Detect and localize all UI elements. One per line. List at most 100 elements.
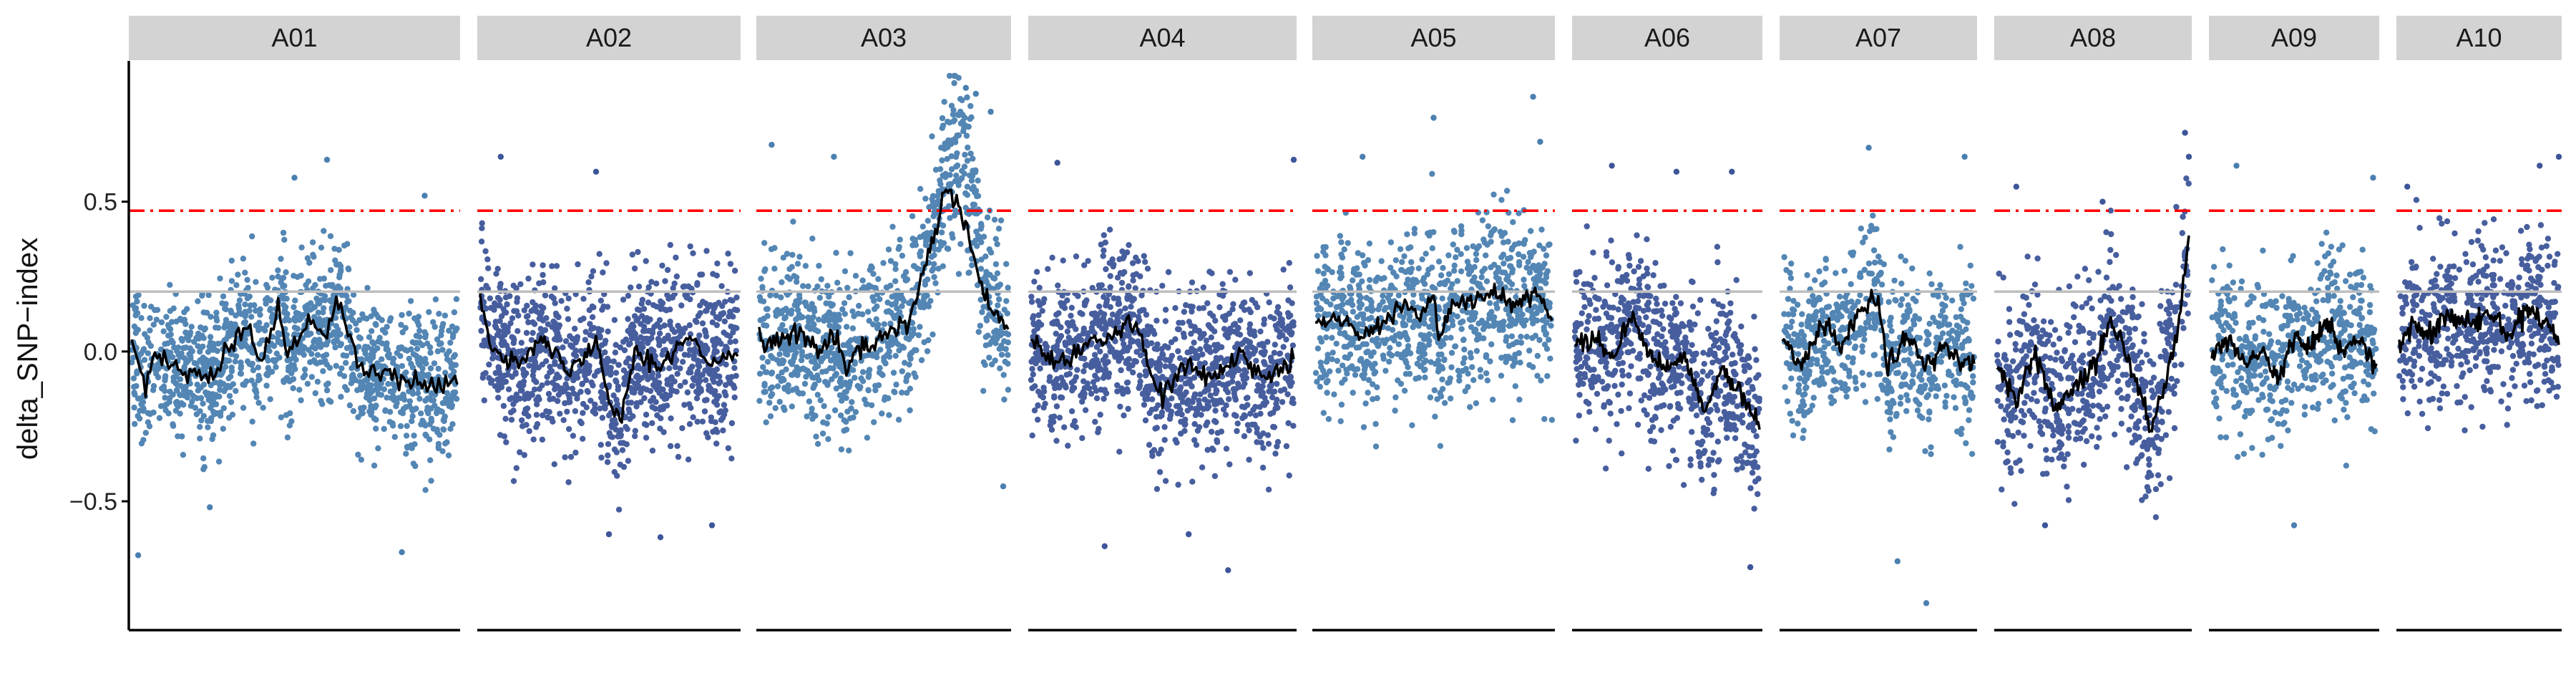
facet-strip <box>1994 16 2192 60</box>
scatter-point <box>291 175 298 181</box>
scatter-point <box>1961 153 1968 160</box>
scatter-point <box>1537 138 1543 145</box>
scatter-point-cloud <box>477 220 741 513</box>
scatter-point <box>497 153 504 160</box>
scatter-point-cloud <box>756 72 1012 454</box>
scatter-point <box>1530 94 1536 100</box>
facet-strip-label: A03 <box>861 23 907 52</box>
trend-line-a07 <box>1781 289 1976 377</box>
facet-strip-label: A05 <box>1410 23 1456 52</box>
trend-line-a05 <box>1314 282 1553 342</box>
facet-strip-label: A09 <box>2271 23 2317 52</box>
scatter-point <box>421 193 428 199</box>
scatter-point <box>2041 522 2049 528</box>
facet-panel-a02 <box>477 153 741 541</box>
facet-strips: A01 A02 A03 A04 A05 A06 A07 A08 A09 A10 <box>129 16 2562 60</box>
facet-strip <box>1780 16 1977 60</box>
facet-strip <box>1028 16 1297 60</box>
facet-panel-a03 <box>756 72 1012 490</box>
facet-strip-label: A04 <box>1139 23 1185 52</box>
trend-line-a03 <box>758 188 1010 377</box>
scatter-point <box>1054 160 1060 166</box>
reference-lines <box>129 209 2562 293</box>
trend-line-a09 <box>2210 316 2378 386</box>
scatter-point <box>2013 183 2019 190</box>
scatter-point <box>2185 153 2192 160</box>
facet-panel-a08 <box>1994 130 2192 528</box>
scatter-point <box>1290 156 1297 163</box>
scatter-point-cloud <box>129 228 460 493</box>
facet-strip-label: A02 <box>586 23 632 52</box>
trend-line-a01 <box>130 295 459 399</box>
trend-line-a08 <box>1996 235 2190 433</box>
scatter-point <box>657 534 664 541</box>
scatter-point-cloud <box>1312 170 1556 450</box>
y-axis-tick-label: −0.5 <box>69 488 117 516</box>
scatter-point <box>1865 145 1872 151</box>
facet-strip <box>2396 16 2562 60</box>
scatter-point <box>207 504 213 511</box>
scatter-point <box>592 168 600 175</box>
facet-panel-a07 <box>1781 145 1977 607</box>
facet-panel-a10 <box>2396 153 2562 434</box>
scatter-point <box>769 142 775 148</box>
scatter-point <box>962 84 970 91</box>
scatter-point <box>2099 198 2106 205</box>
facet-strip <box>477 16 741 60</box>
facet-strip <box>129 16 460 60</box>
scatter-point <box>399 549 405 556</box>
scatter-point <box>987 108 994 115</box>
scatter-point <box>972 90 980 97</box>
y-axis-tick-label: 0.5 <box>84 189 117 216</box>
trend-line-a10 <box>2398 304 2560 354</box>
scatter-point <box>1225 567 1231 574</box>
scatter-point <box>605 531 613 538</box>
scatter-point <box>831 153 837 160</box>
scatter-point <box>1360 153 1366 160</box>
facet-strip <box>2209 16 2379 60</box>
scatter-point <box>2555 153 2562 160</box>
scatter-point <box>2370 175 2376 181</box>
scatter-point <box>135 552 142 559</box>
scatter-point <box>1729 168 1735 175</box>
trend-lines <box>130 188 2560 433</box>
scatter-point <box>2182 130 2188 136</box>
facet-strip-label: A10 <box>2456 23 2502 52</box>
scatter-point <box>1430 115 1437 121</box>
scatter-point <box>2290 522 2298 528</box>
facet-panel-a01 <box>129 156 460 559</box>
trend-line-a06 <box>1574 311 1761 430</box>
scatter-point <box>1101 543 1108 549</box>
trend-line-a04 <box>1030 314 1295 410</box>
facet-strip <box>1572 16 1762 60</box>
scatter-point-cloud <box>1781 212 1977 458</box>
scatter-point <box>2404 183 2411 190</box>
scatter-points <box>129 72 2562 607</box>
scatter-point-cloud <box>1028 226 1297 493</box>
y-axis-tick-label: 0.0 <box>84 339 117 366</box>
facet-strip <box>1312 16 1555 60</box>
scatter-point <box>1747 564 1754 571</box>
facet-strip-label: A06 <box>1644 23 1690 52</box>
scatter-point <box>1000 483 1007 490</box>
axes: 0.5 0.0 −0.5 <box>69 61 2562 632</box>
scatter-point <box>1673 168 1680 175</box>
facet-panel-a04 <box>1028 156 1297 574</box>
scatter-point <box>1923 600 1930 607</box>
scatter-point <box>1609 163 1615 169</box>
scatter-point <box>323 156 331 163</box>
scatter-point <box>708 522 716 528</box>
scatter-point <box>1894 558 1901 564</box>
trend-line-a02 <box>479 293 739 424</box>
facet-strip-label: A07 <box>1855 23 1901 52</box>
facet-panel-a05 <box>1312 94 1556 450</box>
scatter-point <box>2233 163 2240 169</box>
scatter-point <box>2537 163 2543 169</box>
facet-strip-label: A01 <box>271 23 317 52</box>
facet-strip-label: A08 <box>2070 23 2116 52</box>
facet-strip <box>756 16 1011 60</box>
y-axis-title: delta_SNP−index <box>12 238 44 460</box>
scatter-point <box>1186 531 1192 538</box>
